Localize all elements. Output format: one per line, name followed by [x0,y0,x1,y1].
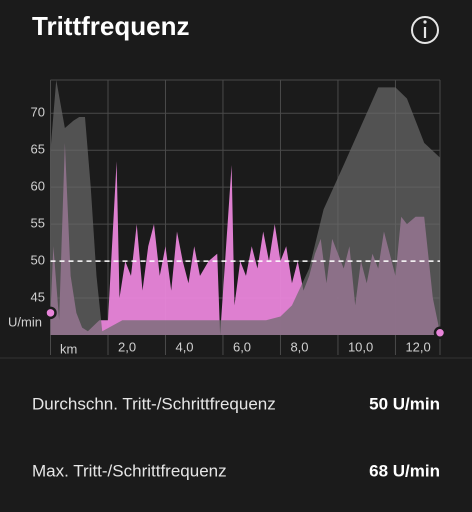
info-circle[interactable] [411,16,439,44]
endpoint-marker [433,326,447,340]
stat-label: Max. Tritt-/Schrittfrequenz [32,461,227,480]
x-tick-label: 2,0 [118,339,136,354]
stat-value: 68 U/min [369,461,440,480]
y-tick-label: 55 [31,216,45,231]
y-axis-label: U/min [8,314,42,329]
x-tick-label: 10,0 [348,339,373,354]
y-tick-label: 45 [31,289,45,304]
x-tick-label: 8,0 [290,339,308,354]
y-tick-label: 70 [31,105,45,120]
info-button[interactable] [411,16,439,44]
endpoint-marker [44,306,57,320]
stat-value: 50 U/min [369,394,440,413]
x-tick-label: 12,0 [405,339,430,354]
x-tick-label: 4,0 [175,339,193,354]
info-dot[interactable] [423,20,427,24]
x-tick-label: 6,0 [233,339,251,354]
stat-label: Durchschn. Tritt-/Schrittfrequenz [32,394,276,413]
y-tick-label: 50 [31,253,45,268]
title: Trittfrequenz [32,11,189,41]
y-tick-label: 65 [31,142,45,157]
y-tick-label: 60 [31,179,45,194]
x-axis-label: km [60,341,77,356]
area [50,80,440,335]
